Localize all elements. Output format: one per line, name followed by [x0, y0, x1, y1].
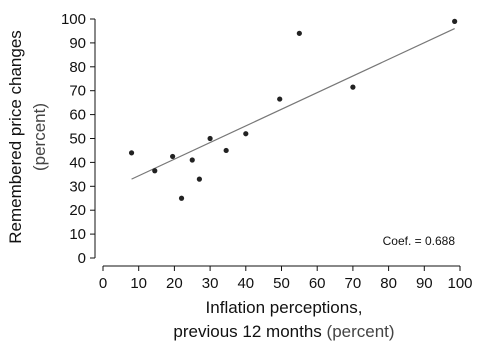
- x-tick-label: 20: [166, 275, 183, 292]
- y-tick-label: 0: [78, 250, 86, 267]
- y-tick-label: 50: [69, 131, 86, 148]
- y-tick-label: 10: [69, 226, 86, 243]
- x-tick-label: 70: [345, 275, 362, 292]
- data-point: [189, 157, 195, 163]
- x-axis-title-text: previous 12 months: [173, 322, 321, 341]
- y-tick-label: 40: [69, 154, 86, 171]
- fit-line-group: [131, 28, 455, 180]
- data-point: [152, 168, 158, 174]
- data-point: [350, 84, 356, 90]
- y-axis-title: Remembered price changes: [6, 30, 25, 244]
- y-tick-label: 60: [69, 107, 86, 124]
- y-axis-unit: (percent): [30, 103, 49, 171]
- data-point: [277, 96, 283, 102]
- x-axis-unit: (percent): [327, 322, 395, 341]
- data-point: [196, 176, 202, 182]
- x-axis-title-line2: previous 12 months (percent): [173, 322, 394, 341]
- x-tick-label: 50: [273, 275, 290, 292]
- data-point: [243, 131, 249, 137]
- data-point: [223, 147, 229, 154]
- x-tick-label: 40: [237, 275, 254, 292]
- coefficient-annotation: Coef. = 0.688: [383, 234, 456, 248]
- data-point: [207, 135, 213, 142]
- x-tick-label: 0: [99, 275, 107, 292]
- data-point: [128, 150, 135, 156]
- y-tick-label: 100: [61, 11, 86, 28]
- y-tick-label: 20: [69, 202, 86, 219]
- x-tick-label: 90: [416, 275, 433, 292]
- x-tick-label: 60: [309, 275, 326, 292]
- y-tick-label: 90: [69, 35, 86, 52]
- x-axis-title: Inflation perceptions,: [206, 298, 363, 317]
- x-tick-label: 30: [202, 275, 219, 292]
- y-tick-label: 30: [69, 178, 86, 195]
- x-tick-label: 80: [380, 275, 397, 292]
- data-point: [170, 153, 176, 160]
- data-points: [128, 18, 458, 201]
- x-tick-label: 100: [447, 275, 472, 292]
- data-point: [178, 195, 185, 201]
- y-tick-label: 80: [69, 59, 86, 76]
- data-point: [452, 18, 458, 24]
- y-tick-label: 70: [69, 83, 86, 100]
- axes: 0 10 20 30 40 50 60 70 80 90 100 0 10 20 30 40 50 60 70 80 9…: [61, 11, 473, 292]
- x-tick-label: 10: [130, 275, 147, 292]
- data-point: [296, 30, 302, 36]
- fit-line: [131, 28, 455, 180]
